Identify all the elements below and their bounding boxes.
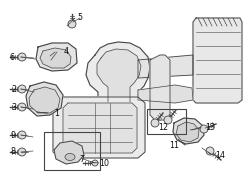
Ellipse shape bbox=[206, 147, 214, 155]
Polygon shape bbox=[138, 85, 193, 103]
Text: 7: 7 bbox=[80, 156, 85, 165]
Polygon shape bbox=[54, 141, 84, 164]
Ellipse shape bbox=[164, 116, 172, 124]
Text: 4: 4 bbox=[63, 48, 69, 57]
Ellipse shape bbox=[151, 119, 159, 127]
Polygon shape bbox=[150, 55, 170, 120]
Text: 6: 6 bbox=[10, 53, 14, 62]
Ellipse shape bbox=[18, 53, 26, 61]
Ellipse shape bbox=[18, 148, 26, 156]
Ellipse shape bbox=[92, 160, 98, 166]
Polygon shape bbox=[36, 43, 77, 71]
Polygon shape bbox=[193, 18, 242, 103]
Text: 12: 12 bbox=[158, 123, 168, 132]
Polygon shape bbox=[97, 49, 141, 148]
Bar bbox=[147, 109, 186, 134]
Ellipse shape bbox=[18, 103, 26, 111]
Ellipse shape bbox=[200, 125, 208, 133]
Text: 9: 9 bbox=[10, 130, 16, 140]
Text: 1: 1 bbox=[54, 109, 60, 118]
Polygon shape bbox=[173, 118, 204, 144]
Text: 11: 11 bbox=[169, 141, 179, 150]
Polygon shape bbox=[53, 97, 145, 158]
Polygon shape bbox=[40, 48, 71, 68]
Ellipse shape bbox=[18, 85, 26, 93]
Text: 5: 5 bbox=[77, 14, 82, 22]
Text: 8: 8 bbox=[10, 147, 16, 156]
Text: 14: 14 bbox=[215, 150, 225, 159]
Bar bbox=[44, 132, 100, 170]
Ellipse shape bbox=[18, 131, 26, 139]
Ellipse shape bbox=[65, 154, 75, 161]
Ellipse shape bbox=[68, 20, 76, 28]
Polygon shape bbox=[29, 87, 60, 113]
Text: 2: 2 bbox=[11, 84, 17, 93]
Polygon shape bbox=[86, 42, 150, 154]
Polygon shape bbox=[176, 122, 199, 142]
Polygon shape bbox=[26, 82, 63, 116]
Polygon shape bbox=[138, 55, 193, 78]
Text: 10: 10 bbox=[99, 159, 109, 168]
Text: 13: 13 bbox=[205, 123, 215, 132]
Polygon shape bbox=[63, 103, 137, 153]
Text: 3: 3 bbox=[11, 102, 17, 111]
